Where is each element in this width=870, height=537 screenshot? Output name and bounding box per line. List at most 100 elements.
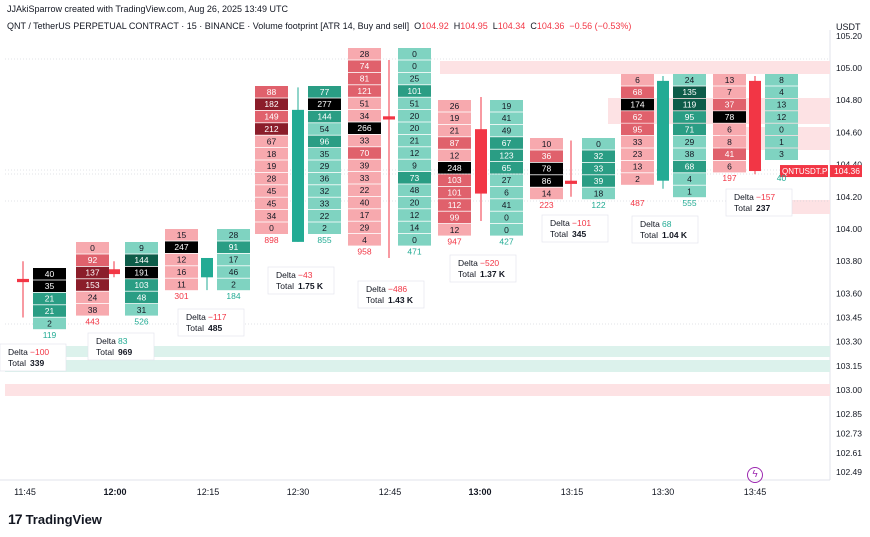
buy-volume: 33: [320, 198, 330, 208]
flash-icon[interactable]: ϟ: [747, 467, 763, 483]
total-value: 1.43 K: [388, 295, 414, 305]
tradingview-logo-icon: 17: [8, 511, 23, 527]
buy-cell: [490, 124, 523, 137]
sell-cell: [348, 172, 381, 184]
buy-cell: [33, 305, 66, 317]
buy-cell: [673, 98, 706, 111]
last-price-box: [830, 165, 862, 178]
buy-volume: 13: [777, 100, 787, 110]
sell-cell: [530, 150, 563, 162]
delta-value: −43: [298, 270, 313, 280]
delta-box: [267, 266, 335, 295]
change-value: −0.56 (−0.53%): [569, 21, 632, 31]
sell-cell: [438, 174, 471, 186]
sell-cell: [348, 221, 381, 234]
last-price-label: 104.36: [834, 166, 860, 176]
sell-volume: 68: [633, 87, 643, 97]
buy-cell: [582, 138, 615, 150]
sell-cell: [76, 304, 109, 316]
footprint-bar-1330: 6 68 174 62 95 33 23 13 2 24 135 119 95 71 29 38 68 4 1 487…: [621, 74, 706, 244]
buy-volume: 135: [682, 87, 696, 97]
sell-volume: 67: [267, 136, 277, 146]
buy-volume: 9: [139, 243, 144, 253]
buy-cell: [398, 196, 431, 209]
time-tick: 12:15: [197, 487, 220, 497]
total-label: Total: [640, 230, 658, 240]
footprint-bar-1145: 40 35 21 21 2 119 Delta −100 Total 339: [0, 261, 67, 372]
buy-volume: 46: [229, 267, 239, 277]
buy-volume: 27: [502, 175, 512, 185]
delta-label: Delta: [550, 218, 570, 228]
delta-label: Delta: [640, 219, 660, 229]
buy-cell: [308, 210, 341, 222]
buy-volume: 35: [320, 149, 330, 159]
open-value: 104.92: [421, 21, 449, 31]
footprint-bar-1230: 88 182 149 212 67 18 19 28 45 45 34 0 77 277 144 54 96 35…: [255, 86, 341, 295]
sell-volume: 6: [635, 75, 640, 85]
buy-cell: [490, 199, 523, 211]
buy-cell: [398, 184, 431, 196]
buy-volume: 20: [410, 111, 420, 121]
sell-cell: [621, 148, 654, 160]
delta-box: [449, 254, 517, 283]
buy-cell: [582, 175, 615, 187]
buy-cell: [308, 172, 341, 185]
sell-cell: [255, 98, 288, 110]
buy-cell: [398, 110, 431, 122]
buy-volume: 0: [412, 61, 417, 71]
buy-volume: 19: [502, 101, 512, 111]
price-tick: 103.60: [836, 288, 862, 298]
sell-cell: [165, 253, 198, 266]
buy-cell: [398, 72, 431, 85]
price-tick: 103.15: [836, 361, 862, 371]
buy-cell: [125, 279, 158, 291]
sell-total: 947: [447, 236, 461, 246]
buy-volume: 21: [45, 294, 55, 304]
buy-volume: 0: [504, 212, 509, 222]
total-label: Total: [734, 203, 752, 213]
total-label: Total: [550, 229, 568, 239]
delta-box: [357, 280, 425, 309]
price-tick: 104.20: [836, 192, 862, 202]
footprint-bar-1245: 2874811215134266337039332240172940025101…: [348, 48, 431, 309]
buy-cell: [398, 85, 431, 97]
buy-cell: [125, 242, 158, 254]
buy-volume: 41: [502, 113, 512, 123]
sell-volume: 34: [360, 111, 370, 121]
high-label: H: [453, 21, 461, 31]
sell-cell: [76, 279, 109, 291]
buy-cell: [673, 136, 706, 148]
buy-cell: [125, 254, 158, 266]
time-tick: 13:45: [744, 487, 767, 497]
currency-label[interactable]: USDT: [836, 22, 861, 32]
buy-volume: 123: [499, 150, 513, 160]
buy-volume: 32: [320, 186, 330, 196]
sell-cell: [76, 254, 109, 266]
sell-total: 487: [630, 198, 644, 208]
sell-volume: 101: [447, 188, 461, 198]
buy-cell: [308, 86, 341, 98]
buy-volume: 12: [777, 112, 787, 122]
sell-cell: [348, 72, 381, 85]
buy-cell: [398, 159, 431, 172]
sell-volume: 13: [725, 75, 735, 85]
buy-volume: 48: [137, 292, 147, 302]
symbol-legend: QNT / TetherUS PERPETUAL CONTRACT · 15 ·…: [7, 21, 631, 31]
sell-volume: 11: [177, 279, 186, 289]
zone-band-5: [5, 360, 830, 372]
buy-cell: [398, 60, 431, 72]
sell-cell: [621, 86, 654, 98]
buy-total: 855: [317, 235, 331, 245]
buy-cell: [490, 149, 523, 162]
buy-volume: 0: [412, 235, 417, 245]
price-tick-top: 105.20: [836, 31, 862, 41]
sell-cell: [165, 229, 198, 241]
sell-cell: [530, 187, 563, 200]
sell-cell: [621, 74, 654, 86]
sell-volume: 28: [360, 49, 370, 59]
buy-cell: [33, 280, 66, 292]
sell-volume: 26: [450, 101, 460, 111]
buy-volume: 29: [685, 137, 695, 147]
price-tick: 105.00: [836, 63, 862, 73]
